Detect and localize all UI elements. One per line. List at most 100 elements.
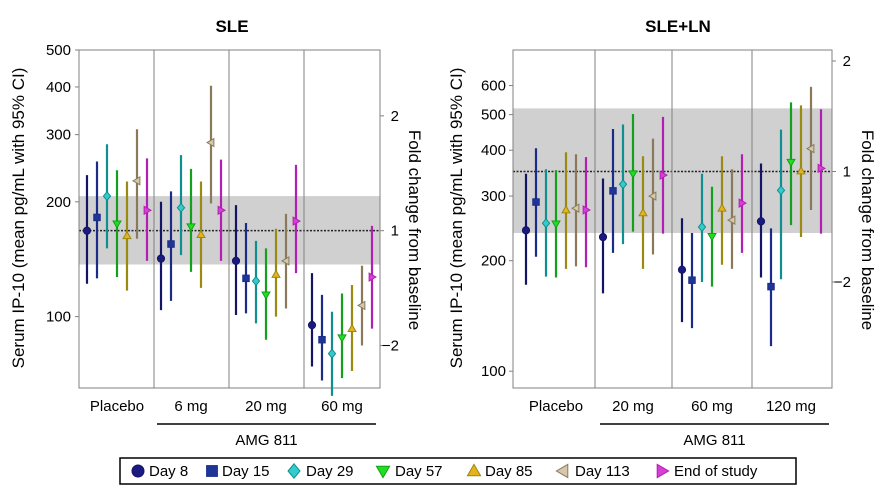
- data-point: [707, 232, 717, 242]
- y-tick-label: 200: [46, 194, 71, 211]
- y-tick-label: 400: [46, 79, 71, 96]
- legend-label: Day 85: [485, 463, 533, 480]
- data-point: [521, 226, 531, 235]
- data-point: [217, 205, 226, 216]
- legend-label: Day 113: [575, 463, 630, 480]
- data-point: [659, 170, 668, 181]
- data-point: [337, 334, 347, 343]
- data-point: [598, 232, 608, 242]
- legend-marker: [656, 463, 670, 479]
- data-point: [122, 230, 132, 240]
- data-point: [327, 348, 337, 359]
- y-tick-label: 400: [481, 142, 506, 159]
- legend-label: End of study: [674, 463, 758, 480]
- panel-sle: SLE Serum IP-10 (mean pg/mL with 95% CI)…: [9, 17, 424, 449]
- data-point: [756, 217, 766, 226]
- data-point: [618, 179, 628, 190]
- data-point: [281, 256, 290, 266]
- data-point: [318, 335, 326, 344]
- data-point: [609, 187, 617, 195]
- data-point: [206, 137, 215, 148]
- data-point: [143, 205, 152, 216]
- y2-tick-label: 1: [843, 163, 851, 180]
- y2-axis-label: Fold change from baseline: [405, 130, 424, 330]
- data-point: [156, 254, 166, 263]
- data-point: [132, 175, 141, 186]
- data-point: [261, 291, 271, 300]
- data-point: [806, 143, 815, 154]
- group-label: 60 mg: [321, 398, 363, 415]
- panel-sle-ln: SLE+LN Serum IP-10 (mean pg/mL with 95% …: [447, 17, 877, 449]
- data-point: [307, 321, 317, 330]
- data-point: [93, 213, 101, 222]
- data-point: [186, 223, 196, 232]
- data-point: [292, 216, 301, 226]
- data-point: [688, 276, 696, 284]
- data-point: [697, 221, 707, 233]
- y-tick-label: 200: [481, 253, 506, 270]
- data-point: [786, 158, 796, 168]
- data-point: [727, 215, 736, 225]
- data-point: [561, 204, 571, 214]
- y2-tick-label: 1: [391, 223, 399, 240]
- data-point: [196, 229, 206, 239]
- data-point: [251, 275, 261, 287]
- data-point: [541, 218, 551, 229]
- legend-marker: [131, 464, 145, 478]
- data-point: [648, 191, 657, 201]
- legend-label: Day 8: [149, 463, 188, 480]
- legend-label: Day 29: [306, 463, 354, 480]
- y-tick-label: 500: [46, 42, 71, 59]
- group-label: Placebo: [90, 398, 144, 415]
- legend-marker: [287, 463, 301, 479]
- data-point: [347, 323, 357, 333]
- data-point: [776, 185, 786, 196]
- legend-marker: [375, 465, 391, 479]
- data-point: [717, 203, 727, 212]
- bracket-label: AMG 811: [683, 432, 745, 449]
- group-label: 6 mg: [174, 398, 207, 415]
- data-point: [551, 220, 561, 229]
- y-tick-label: 300: [481, 188, 506, 205]
- y-tick-label: 100: [46, 309, 71, 326]
- data-point: [176, 202, 186, 213]
- legend-marker: [206, 465, 218, 477]
- group-label: 20 mg: [612, 398, 654, 415]
- data-point: [677, 265, 687, 274]
- group-label: 20 mg: [245, 398, 287, 415]
- data-point: [242, 274, 250, 283]
- chart-title: SLE: [215, 17, 248, 36]
- data-point: [112, 220, 122, 229]
- group-label: Placebo: [529, 398, 583, 415]
- data-point: [628, 170, 638, 179]
- data-point: [767, 282, 775, 291]
- data-point: [167, 240, 175, 248]
- y2-tick-label: −2: [834, 274, 851, 291]
- data-point: [571, 203, 580, 214]
- y2-axis-label: Fold change from baseline: [858, 130, 877, 330]
- y2-tick-label: 2: [843, 53, 851, 70]
- legend-marker: [555, 463, 569, 479]
- data-point: [357, 300, 366, 311]
- y2-tick-label: −2: [382, 338, 399, 355]
- data-point: [82, 226, 92, 235]
- legend-label: Day 57: [395, 463, 443, 480]
- data-point: [638, 207, 648, 217]
- chart-title: SLE+LN: [645, 17, 711, 36]
- y-tick-label: 500: [481, 107, 506, 124]
- data-point: [102, 191, 112, 202]
- data-point: [817, 163, 826, 174]
- group-label: 60 mg: [691, 398, 733, 415]
- y-axis-label: Serum IP-10 (mean pg/mL with 95% CI): [447, 68, 466, 369]
- bracket-label: AMG 811: [235, 432, 297, 449]
- legend-frame: [119, 457, 797, 485]
- data-point: [582, 205, 591, 215]
- data-point: [231, 256, 241, 265]
- data-point: [796, 166, 806, 175]
- data-point: [532, 198, 540, 206]
- y-tick-label: 100: [481, 363, 506, 380]
- y-axis-label: Serum IP-10 (mean pg/mL with 95% CI): [9, 68, 28, 369]
- legend-label: Day 15: [222, 463, 270, 480]
- data-point: [271, 269, 281, 278]
